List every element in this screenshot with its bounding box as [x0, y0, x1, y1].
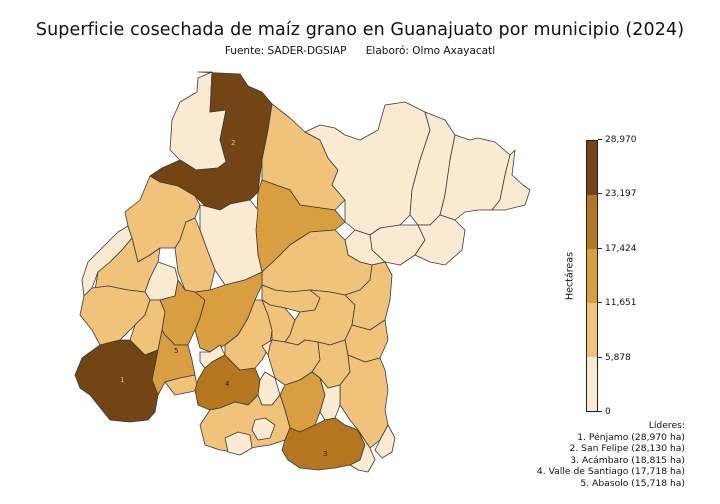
author-text: Elaboró: Olmo Axayacatl: [365, 45, 496, 57]
municipality-santa-catarina: [414, 214, 466, 266]
municipality-atarjea: [491, 149, 531, 211]
leader-item: 4. Valle de Santiago (17,718 ha): [536, 466, 685, 477]
tick-label: 17,424: [598, 244, 637, 254]
colorbar: [586, 140, 598, 412]
tick-label: 28,970: [598, 135, 637, 145]
leaders-heading: Líderes:: [648, 420, 685, 431]
colorbar-bin-2: [587, 303, 597, 357]
leader-item: 3. Acámbaro (18,815 ha): [570, 454, 685, 466]
leader-item: 1. Pénjamo (28,970 ha): [577, 431, 685, 443]
colorbar-bin-5: [587, 141, 597, 195]
colorbar-bin-3: [587, 249, 597, 303]
tick-label: 23,197: [598, 189, 637, 199]
map-title: Superficie cosechada de maíz grano en Gu…: [35, 20, 685, 40]
colorbar-label: Hectáreas: [564, 251, 576, 301]
leader-item: 5. Abasolo (15,718 ha): [580, 477, 685, 489]
municipality-coroneo: [374, 424, 396, 459]
municipality-silao: [174, 217, 216, 293]
label-penjamo: 1: [120, 376, 124, 384]
label-acambaro: 3: [323, 450, 327, 458]
tick-label: 0: [598, 407, 611, 417]
tick-label: 5,878: [598, 353, 631, 363]
label-san-felipe: 2: [231, 139, 235, 147]
municipality-tarandacuao: [349, 429, 376, 473]
leader-item: 2. San Felipe (28,130 ha): [569, 443, 685, 454]
municipality-moroleon: [251, 417, 276, 441]
leaders-list: Líderes: 1. Pénjamo (28,970 ha) 2. San F…: [537, 420, 685, 489]
source-text: Fuente: SADER-DGSIAP: [224, 45, 347, 57]
municipality-apaseo-el-grande: [344, 261, 393, 331]
municipality-uriangato: [224, 431, 253, 456]
label-valle-de-santiago: 4: [225, 380, 230, 388]
tick-label: 11,651: [598, 298, 637, 308]
colorbar-bin-1: [587, 357, 597, 411]
municipality-salamanca: [224, 299, 273, 371]
colorbar-bin-4: [587, 195, 597, 249]
map-subtitle: Fuente: SADER-DGSIAP Elaboró: Olmo Axaya…: [0, 45, 720, 57]
label-abasolo: 5: [174, 347, 178, 355]
municipality-penjamo: [74, 339, 159, 423]
